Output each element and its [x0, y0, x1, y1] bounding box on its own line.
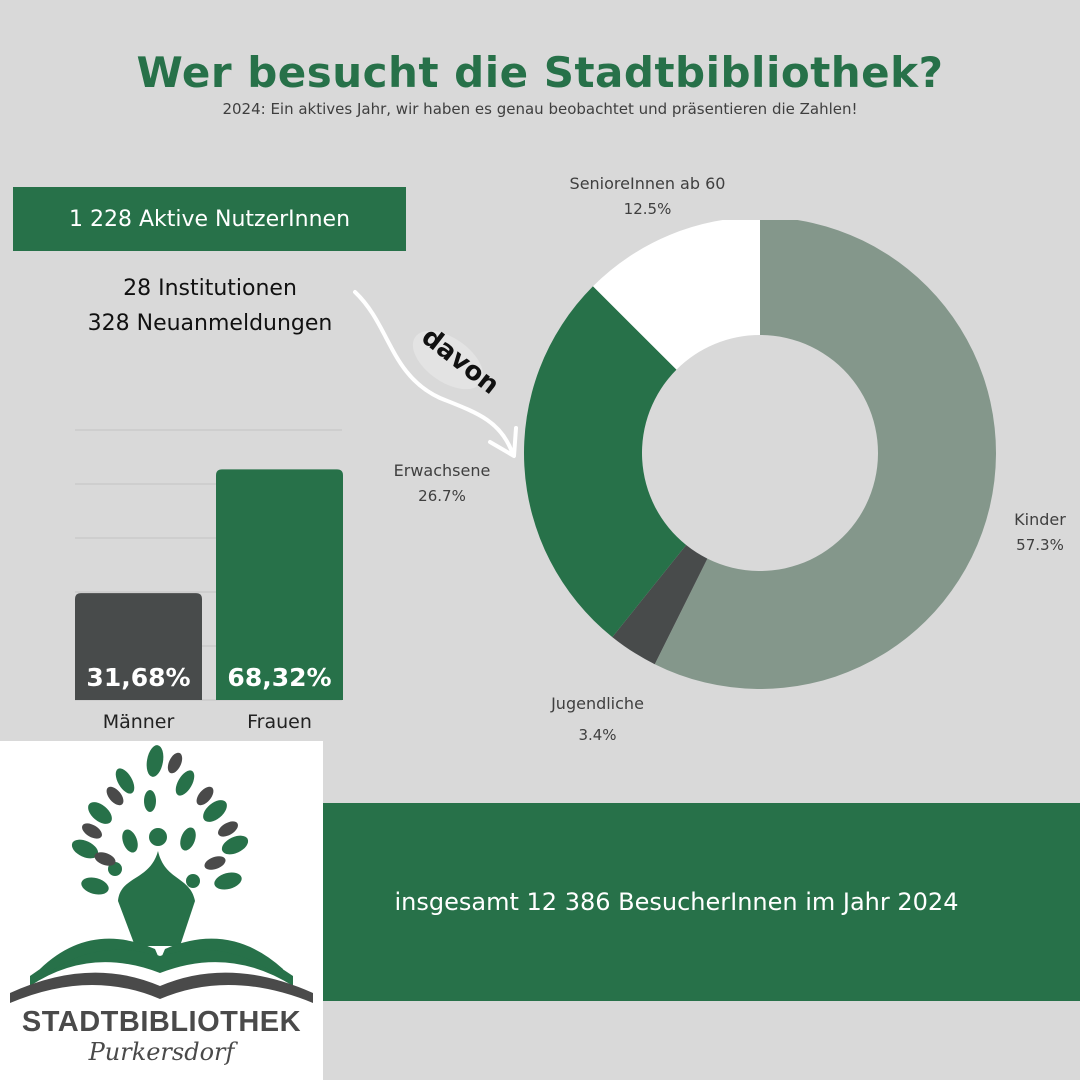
bar-frauen	[216, 469, 343, 700]
donut-slice-kinder	[654, 220, 996, 689]
gender-bar-chart: 31,68% Männer 68,32% Frauen	[75, 429, 343, 733]
donut-label-erwachsene: Erwachsene	[393, 461, 491, 480]
total-visitors-banner: insgesamt 12 386 BesucherInnen im Jahr 2…	[323, 803, 1080, 1001]
bar-value-frauen: 68,32%	[227, 663, 331, 692]
donut-slice-senioreinnen-ab-60	[592, 220, 760, 370]
donut-value-senioreinnen-ab-60: 12.5%	[623, 200, 672, 218]
donut-value-jugendliche: 3.4%	[578, 726, 617, 744]
active-users-box: 1 228 Aktive NutzerInnen	[13, 187, 406, 251]
total-visitors-label: insgesamt 12 386 BesucherInnen im Jahr 2…	[394, 888, 959, 916]
page-title: Wer besucht die Stadtbibliothek?	[136, 48, 944, 97]
logo-name: STADTBIBLIOTHEK	[21, 1006, 302, 1038]
page-subtitle: 2024: Ein aktives Jahr, wir haben es gen…	[222, 100, 858, 118]
davon-arrow-icon: davon	[353, 290, 518, 458]
age-donut-chart	[524, 220, 996, 689]
donut-label-jugendliche: Jugendliche	[551, 694, 644, 713]
donut-slice-erwachsene	[524, 286, 687, 638]
active-users-label: 1 228 Aktive NutzerInnen	[68, 206, 351, 232]
bar-männer	[75, 593, 202, 700]
library-logo	[0, 741, 323, 1080]
donut-slice-jugendliche	[612, 545, 708, 665]
bar-value-männer: 31,68%	[86, 663, 190, 692]
bar-category-frauen: Frauen	[247, 711, 312, 733]
donut-value-kinder: 57.3%	[1016, 536, 1064, 554]
institutions-stat: 28 Institutionen	[123, 276, 297, 301]
donut-label-senioreinnen-ab-60: SenioreInnen ab 60	[569, 174, 726, 193]
logo-town: Purkersdorf	[88, 1038, 235, 1066]
registrations-stat: 328 Neuanmeldungen	[87, 311, 333, 336]
donut-value-erwachsene: 26.7%	[418, 487, 466, 505]
donut-label-kinder: Kinder	[1014, 510, 1066, 529]
tree-book-icon	[10, 745, 313, 1003]
bar-category-männer: Männer	[103, 711, 175, 733]
